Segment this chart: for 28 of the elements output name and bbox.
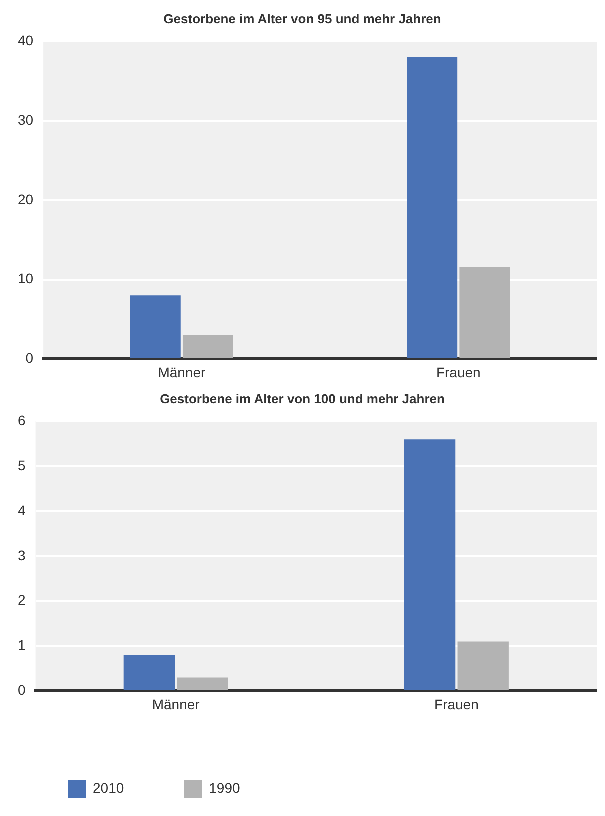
y-tick-label: 1 bbox=[18, 637, 26, 654]
bar bbox=[124, 655, 176, 690]
y-tick-label: 4 bbox=[18, 502, 26, 518]
x-tick-label: Männer bbox=[158, 364, 206, 380]
bar bbox=[404, 440, 456, 690]
y-tick-label: 30 bbox=[18, 112, 34, 128]
y-tick-label: 3 bbox=[18, 547, 26, 564]
legend-label: 2010 bbox=[93, 780, 124, 796]
bar bbox=[182, 335, 234, 358]
y-tick-label: 0 bbox=[26, 350, 34, 366]
bar bbox=[130, 296, 181, 358]
y-tick-label: 40 bbox=[18, 32, 34, 48]
bar bbox=[407, 57, 458, 358]
y-tick-label: 5 bbox=[18, 457, 26, 474]
chart-title: Gestorbene im Alter von 95 und mehr Jahren bbox=[164, 11, 442, 26]
chart-title: Gestorbene im Alter von 100 und mehr Jahren bbox=[160, 391, 445, 406]
bar bbox=[460, 267, 510, 358]
y-tick-label: 2 bbox=[18, 592, 26, 608]
bar bbox=[458, 642, 509, 690]
y-tick-label: 20 bbox=[18, 191, 34, 208]
x-tick-label: Frauen bbox=[434, 696, 479, 712]
legend-label: 1990 bbox=[209, 780, 241, 796]
y-tick-label: 6 bbox=[18, 412, 26, 428]
bar bbox=[177, 678, 228, 690]
x-tick-label: Männer bbox=[152, 696, 200, 712]
y-tick-label: 0 bbox=[18, 682, 26, 698]
y-tick-label: 10 bbox=[18, 270, 34, 287]
x-tick-label: Frauen bbox=[436, 364, 481, 380]
